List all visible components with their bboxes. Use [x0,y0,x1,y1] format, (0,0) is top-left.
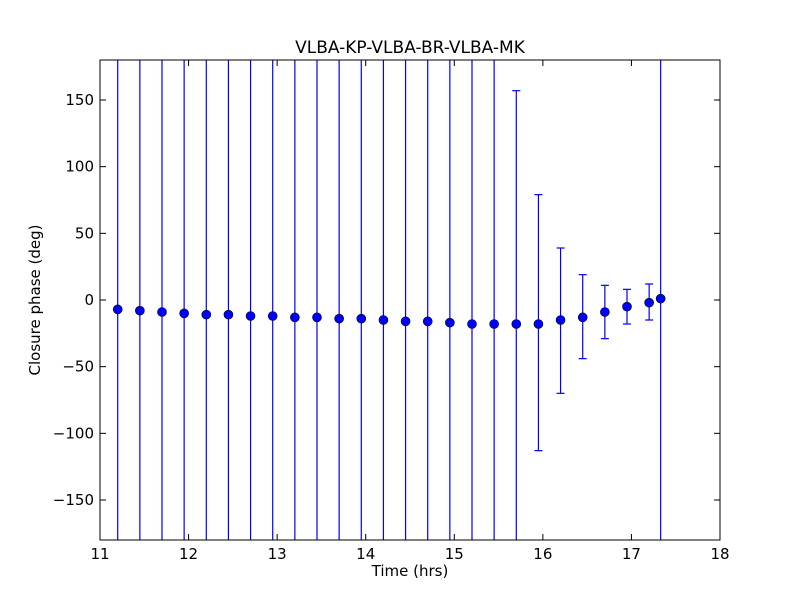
data-point [489,319,499,329]
data-point [533,319,544,329]
x-tick-label: 16 [533,545,552,563]
data-point [245,311,256,321]
x-tick-label: 11 [90,545,109,563]
data-point [179,308,189,319]
data-point [467,319,477,329]
plot-area [100,60,720,540]
data-point [356,313,367,324]
data-point [157,307,167,317]
y-tick-label: −50 [62,358,94,376]
data-point [267,311,278,321]
y-tick-label: 100 [65,158,94,176]
errorbar-layer [117,60,662,540]
data-point [644,297,654,308]
data-point [135,305,145,316]
chart-title: VLBA-KP-VLBA-BR-VLBA-MK [295,38,526,58]
data-point [312,312,322,323]
data-point [400,316,411,327]
y-tick-label: 50 [75,224,94,242]
x-tick-label: 18 [710,545,729,563]
data-point [334,313,344,324]
x-tick-label: 14 [356,545,375,563]
y-tick-label: −100 [53,424,94,442]
data-point [223,309,234,320]
data-point [555,315,566,325]
marker-layer [112,293,666,329]
x-tick-label: 13 [268,545,287,563]
data-point [655,293,666,304]
x-axis: 11 12 13 14 15 16 17 18 [90,60,730,563]
y-tick-label: 150 [65,91,94,109]
data-point [600,307,610,317]
data-point [201,309,212,320]
y-tick-label: 0 [84,291,94,309]
x-tick-label: 12 [179,545,198,563]
data-point [112,304,123,315]
y-axis-label: Closure phase (deg) [26,225,44,376]
data-point [378,315,389,325]
x-tick-label: 15 [445,545,464,563]
x-tick-label: 17 [622,545,641,563]
data-point [622,301,632,312]
x-axis-label: Time (hrs) [371,562,449,580]
data-point [511,319,522,329]
data-point [577,312,588,323]
y-tick-label: −150 [53,491,94,509]
data-point [445,317,455,328]
data-point [422,316,433,327]
y-axis: −150 −100 −50 0 50 100 150 [53,91,720,509]
data-point [290,312,300,323]
